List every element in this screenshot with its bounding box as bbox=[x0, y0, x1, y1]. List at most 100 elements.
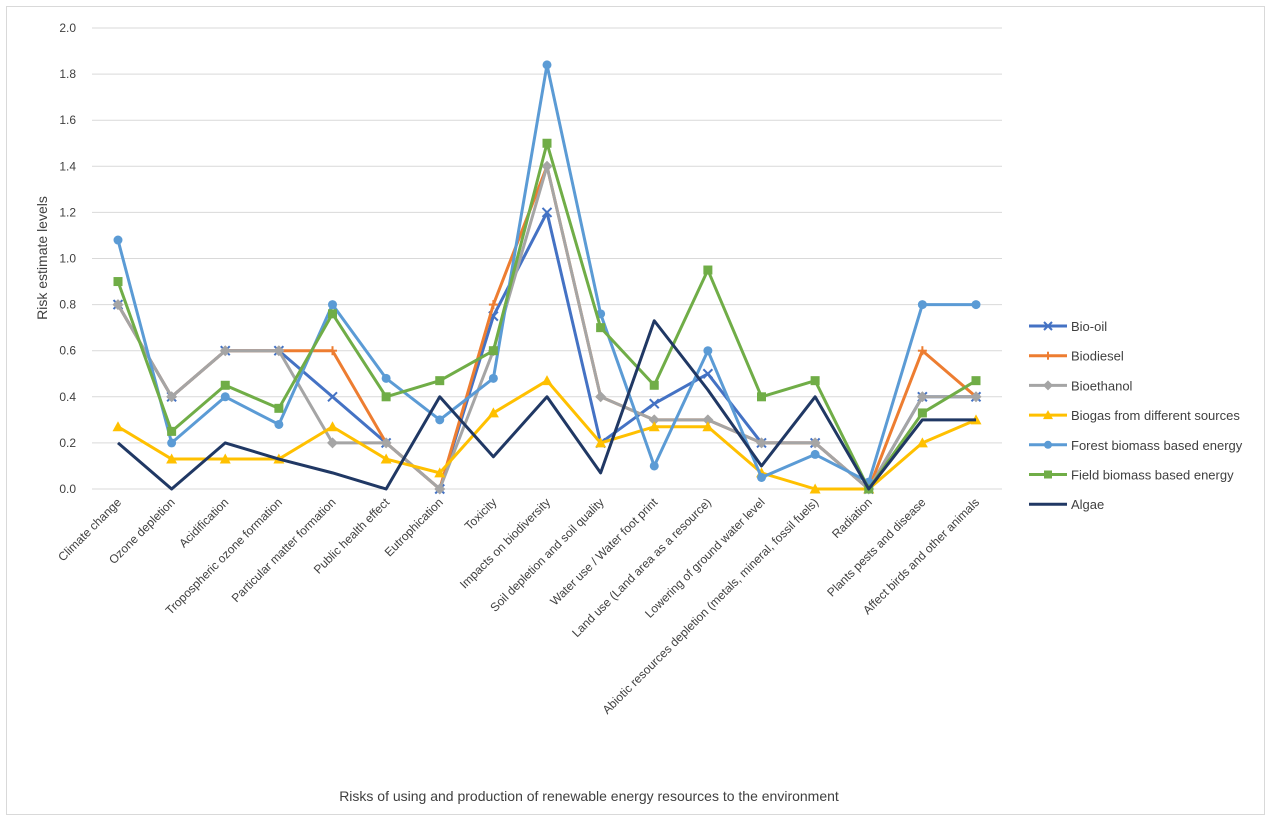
data-point bbox=[541, 375, 553, 386]
data-point bbox=[916, 437, 928, 448]
y-axis-title: Risk estimate levels bbox=[34, 196, 50, 320]
data-point bbox=[219, 345, 231, 357]
x-tick-label: Acidification bbox=[176, 495, 231, 550]
legend-label: Bio-oil bbox=[1071, 319, 1107, 334]
data-point bbox=[971, 376, 981, 386]
y-axis-ticks: 0.0 0.2 0.4 0.6 0.8 1.0 1.2 1.4 1.6 1.8 2.0 bbox=[59, 21, 76, 496]
x-tick-label: Impacts on biodiversity bbox=[457, 495, 553, 591]
data-point bbox=[327, 437, 338, 449]
legend-label: Biogas from different sources bbox=[1071, 408, 1240, 423]
series-forest-biomass-based-energy bbox=[113, 60, 981, 487]
data-point bbox=[220, 392, 230, 402]
data-point bbox=[649, 398, 660, 409]
x-tick-label: Plants pests and disease bbox=[824, 495, 928, 599]
data-point bbox=[434, 483, 446, 495]
data-point bbox=[327, 421, 338, 432]
data-point bbox=[488, 373, 498, 383]
data-point bbox=[648, 421, 660, 432]
data-point bbox=[166, 391, 178, 403]
data-point bbox=[703, 265, 713, 275]
data-point bbox=[649, 380, 659, 390]
series-line bbox=[116, 141, 977, 491]
data-point bbox=[649, 461, 659, 471]
data-point bbox=[917, 346, 927, 356]
x-tick-label: Affect birds and other animals bbox=[860, 495, 982, 617]
y-tick-label: 0.2 bbox=[59, 436, 76, 450]
series-line bbox=[116, 63, 976, 484]
data-point bbox=[274, 419, 284, 429]
data-point bbox=[380, 453, 392, 464]
legend-item: Biodiesel bbox=[1029, 349, 1124, 364]
data-point bbox=[757, 392, 766, 402]
legend-item: Bio-oil bbox=[1029, 319, 1107, 334]
data-point bbox=[702, 368, 714, 379]
data-point bbox=[1043, 410, 1053, 420]
data-point bbox=[810, 376, 820, 386]
data-point bbox=[702, 421, 714, 432]
data-point bbox=[809, 437, 821, 449]
data-point bbox=[916, 391, 928, 403]
x-tick-label: Toxicity bbox=[462, 495, 500, 533]
legend-label: Biodiesel bbox=[1071, 349, 1124, 364]
data-point bbox=[542, 60, 552, 70]
gridlines bbox=[92, 27, 1002, 490]
data-point bbox=[596, 323, 606, 333]
legend-label: Algae bbox=[1071, 497, 1104, 512]
y-tick-label: 1.4 bbox=[59, 159, 76, 173]
y-tick-label: 1.8 bbox=[59, 67, 76, 81]
data-point bbox=[703, 346, 713, 356]
data-point bbox=[380, 437, 392, 449]
x-tick-label: Water use / Water foot print bbox=[547, 495, 660, 608]
data-point bbox=[219, 453, 231, 464]
series-field-biomass-based-energy bbox=[113, 138, 981, 494]
data-point bbox=[274, 403, 284, 413]
data-point bbox=[810, 449, 820, 459]
legend-label: Field biomass based energy bbox=[1071, 468, 1234, 483]
data-point bbox=[487, 407, 499, 418]
y-tick-label: 1.6 bbox=[59, 113, 76, 127]
series-line bbox=[117, 319, 976, 491]
series-bioethanol bbox=[112, 160, 982, 495]
data-point bbox=[273, 345, 285, 357]
data-point bbox=[328, 309, 337, 319]
y-tick-label: 1.0 bbox=[59, 252, 76, 266]
legend-label: Bioethanol bbox=[1071, 378, 1133, 393]
data-point bbox=[112, 421, 124, 432]
x-tick-label: Soil depletion and soil quality bbox=[487, 495, 606, 614]
data-point bbox=[542, 138, 552, 148]
data-point bbox=[1043, 380, 1053, 391]
data-point bbox=[1044, 470, 1052, 479]
legend-item: Bioethanol bbox=[1029, 378, 1133, 393]
data-point bbox=[1044, 440, 1052, 449]
x-tick-label: Particular matter formation bbox=[229, 495, 339, 605]
data-point bbox=[113, 277, 123, 287]
legend-label: Forest biomass based energy bbox=[1071, 438, 1243, 453]
data-point bbox=[756, 437, 767, 449]
y-tick-label: 1.2 bbox=[59, 205, 76, 219]
data-point bbox=[488, 300, 498, 310]
data-point bbox=[1043, 321, 1053, 331]
data-point bbox=[488, 346, 498, 356]
data-point bbox=[113, 235, 123, 245]
data-point bbox=[327, 391, 338, 403]
data-point bbox=[381, 373, 391, 383]
data-point bbox=[112, 299, 124, 311]
data-point bbox=[917, 300, 927, 310]
data-point bbox=[435, 376, 445, 386]
data-point bbox=[702, 414, 714, 426]
series-algae bbox=[117, 319, 976, 491]
y-tick-label: 2.0 bbox=[59, 21, 76, 35]
y-tick-label: 0.4 bbox=[59, 390, 76, 404]
legend: Bio-oil Biodiesel Bioethanol Biogas from di… bbox=[1029, 319, 1243, 512]
series-biogas-from-different-sources bbox=[112, 375, 982, 494]
data-point bbox=[648, 414, 660, 426]
data-point bbox=[167, 438, 177, 448]
y-tick-label: 0.0 bbox=[59, 482, 76, 496]
data-point bbox=[971, 300, 981, 310]
data-point bbox=[970, 391, 982, 403]
x-tick-label: Radiation bbox=[829, 495, 875, 541]
data-point bbox=[757, 472, 766, 482]
data-point bbox=[541, 160, 553, 172]
legend-item: Algae bbox=[1029, 497, 1104, 512]
